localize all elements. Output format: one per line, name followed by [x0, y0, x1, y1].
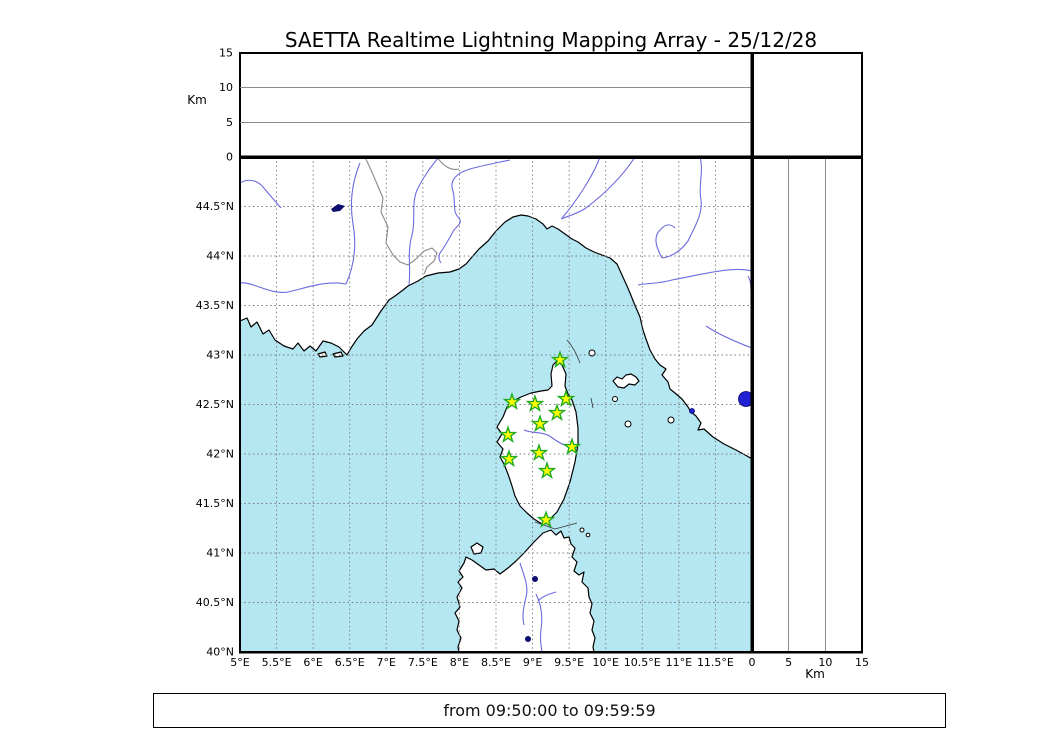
- river: [240, 179, 282, 209]
- lat-tick-label: 43.5°N: [196, 299, 234, 312]
- lake: [525, 636, 531, 642]
- river: [519, 562, 528, 626]
- river: [661, 157, 702, 259]
- lon-tick-label: 9.5°E: [554, 656, 584, 669]
- lon-tick-label: 9°E: [523, 656, 542, 669]
- time-range-label: from 09:50:00 to 09:59:59: [443, 701, 656, 720]
- panel-frames: [239, 52, 863, 654]
- lon-tick-label: 5.5°E: [262, 656, 292, 669]
- lat-tick-label: 41°N: [206, 547, 234, 560]
- altitude-tick-label: 15: [855, 656, 869, 669]
- lake: [331, 204, 345, 212]
- small-islet: [585, 532, 591, 538]
- axis-labels: 0 5 10 15 Km 40°N 40.5°N 41°N 41.5°N 42°N 42.5°N 43…: [187, 47, 869, 682]
- lma-station-star: [547, 403, 567, 422]
- river: [240, 162, 361, 293]
- altitude-tick-label: 5: [226, 116, 233, 129]
- lat-tick-label: 41.5°N: [196, 497, 234, 510]
- lon-tick-label: 6°E: [303, 656, 322, 669]
- small-islet: [579, 527, 585, 533]
- small-islet: [624, 420, 632, 428]
- altitude-tick-label: 10: [219, 81, 233, 94]
- river: [561, 157, 601, 219]
- river: [537, 591, 557, 602]
- lon-tick-label: 7.5°E: [408, 656, 438, 669]
- small-islet: [667, 416, 675, 424]
- lon-tick-label: 10.5°E: [624, 656, 661, 669]
- lat-tick-label: 43°N: [206, 349, 234, 362]
- river: [560, 157, 636, 220]
- river: [637, 268, 752, 286]
- lma-stations: [498, 350, 582, 529]
- river: [705, 325, 752, 349]
- altitude-axis-title: Km: [187, 93, 207, 107]
- lma-station-star: [550, 350, 570, 369]
- river: [408, 157, 439, 286]
- country-border: [436, 157, 460, 170]
- altitude-tick-label: 5: [785, 656, 792, 669]
- lma-station-star: [525, 394, 545, 413]
- river: [535, 593, 543, 652]
- lma-station-star: [498, 425, 518, 444]
- lat-tick-label: 40°N: [206, 646, 234, 659]
- hyeres-islet: [317, 351, 328, 358]
- lat-tick-label: 44.5°N: [196, 200, 234, 213]
- lake: [532, 576, 538, 582]
- lon-tick-label: 6.5°E: [335, 656, 365, 669]
- lma-station-star: [499, 449, 519, 468]
- altitude-vs-longitude-panel: [239, 52, 753, 158]
- lon-tick-label: 5°E: [230, 656, 249, 669]
- lake: [689, 408, 695, 414]
- small-islet: [588, 349, 596, 357]
- lma-station-star: [530, 414, 550, 433]
- lon-tick-label: 11°E: [666, 656, 692, 669]
- lma-station-star: [556, 389, 576, 408]
- altitude-tick-label: 0: [226, 151, 233, 164]
- lon-tick-label: 11.5°E: [697, 656, 734, 669]
- map-line-feature: [566, 339, 581, 364]
- altitude-vs-latitude-panel: [751, 156, 863, 653]
- altitude-tick-label: 15: [219, 47, 233, 60]
- river: [438, 159, 511, 264]
- source-histogram-panel: [751, 52, 863, 158]
- lat-tick-label: 42°N: [206, 448, 234, 461]
- altitude-axis-title: Km: [805, 667, 825, 681]
- lake: [738, 391, 752, 407]
- river: [655, 224, 676, 259]
- lat-tick-label: 42.5°N: [196, 398, 234, 411]
- hyeres-islet: [332, 351, 344, 358]
- lon-tick-label: 10°E: [592, 656, 618, 669]
- altitude-tick-label: 0: [749, 656, 756, 669]
- figure-title: SAETTA Realtime Lightning Mapping Array …: [284, 28, 818, 52]
- lma-station-star: [537, 461, 557, 480]
- lma-station-star: [502, 392, 522, 411]
- lma-station-star: [536, 510, 556, 529]
- time-range-box: from 09:50:00 to 09:59:59: [153, 693, 946, 728]
- map-line-feature: [590, 397, 594, 409]
- lma-station-star: [529, 443, 549, 462]
- lon-tick-label: 8°E: [450, 656, 469, 669]
- geographic-map: [240, 157, 752, 652]
- lma-station-star: [562, 437, 582, 456]
- lat-tick-label: 44°N: [206, 250, 234, 263]
- elba-island: [612, 373, 640, 389]
- lon-tick-label: 7°E: [377, 656, 396, 669]
- small-islet: [612, 396, 618, 402]
- mainland-coastline: [240, 157, 752, 460]
- altitude-tick-label: 10: [818, 656, 832, 669]
- country-border: [364, 157, 438, 275]
- lat-tick-label: 40.5°N: [196, 596, 234, 609]
- sardinia-island: [454, 529, 596, 652]
- lon-tick-label: 8.5°E: [481, 656, 511, 669]
